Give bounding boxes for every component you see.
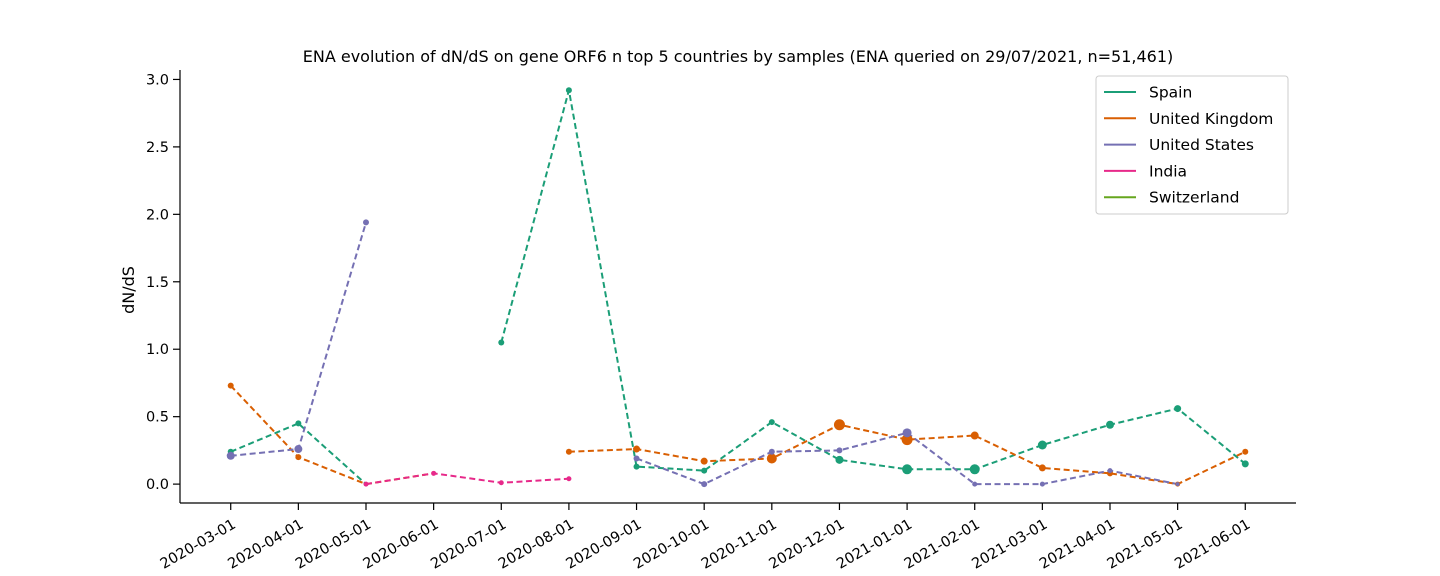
- united-kingdom-point: [227, 382, 234, 389]
- x-tick-label: 2020-04-01: [225, 517, 306, 573]
- united-states-point: [1039, 481, 1045, 487]
- y-tick-label: 3.0: [146, 72, 169, 88]
- united-kingdom-point: [700, 457, 708, 465]
- india-line: [365, 472, 569, 486]
- spain-point: [498, 339, 505, 346]
- y-tick-label: 2.5: [146, 140, 169, 156]
- legend-label-spain: Spain: [1149, 84, 1192, 102]
- united-kingdom-line: [568, 423, 1246, 486]
- united-kingdom-point: [565, 448, 572, 455]
- series-lines: [230, 89, 1246, 486]
- legend-label-united-kingdom: United Kingdom: [1149, 110, 1273, 128]
- x-tick-label: 2021-06-01: [1172, 517, 1253, 573]
- united-states-point: [836, 447, 843, 454]
- y-tick-label: 0.5: [146, 410, 169, 426]
- spain-point: [1241, 460, 1249, 468]
- spain-point: [969, 464, 980, 475]
- united-states-point: [363, 219, 369, 226]
- united-kingdom-point: [833, 419, 845, 431]
- x-tick-label: 2020-10-01: [631, 517, 712, 573]
- united-kingdom-point: [295, 454, 302, 461]
- united-states-point: [226, 451, 235, 460]
- legend-label-switzerland: Switzerland: [1149, 189, 1239, 207]
- x-tick-label: 2020-07-01: [428, 517, 509, 573]
- x-tick-label: 2021-03-01: [969, 517, 1050, 573]
- united-kingdom-point: [901, 434, 913, 446]
- y-tick-label: 1.5: [146, 275, 169, 291]
- legend-box: [1095, 75, 1289, 215]
- united-kingdom-point: [1038, 464, 1046, 472]
- x-tick-label: 2020-06-01: [361, 517, 442, 573]
- spain-line: [230, 422, 367, 485]
- chart-title: ENA evolution of dN/dS on gene ORF6 n to…: [303, 47, 1174, 66]
- united-states-line: [636, 431, 1178, 486]
- y-axis-label: dN/dS: [119, 266, 138, 314]
- x-tick-label: 2020-05-01: [293, 517, 374, 573]
- x-tick-label: 2020-09-01: [564, 517, 645, 573]
- y-tick-label: 0.0: [146, 477, 169, 493]
- united-states-point: [768, 448, 775, 455]
- spain-point: [633, 463, 640, 470]
- united-states-point: [902, 428, 912, 438]
- x-tick-label: 2020-03-01: [158, 517, 239, 573]
- spain-point: [701, 467, 708, 474]
- spain-point: [1106, 420, 1114, 429]
- spain-point: [835, 455, 844, 464]
- united-states-point: [294, 445, 303, 454]
- x-tick-label: 2020-12-01: [766, 517, 847, 573]
- united-kingdom-point: [1242, 448, 1249, 455]
- y-tick-label: 2.0: [146, 207, 169, 223]
- united-kingdom-point: [633, 445, 641, 453]
- series-markers: [226, 87, 1249, 488]
- spain-point: [295, 420, 302, 427]
- india-point: [363, 481, 369, 487]
- x-tick-label: 2021-02-01: [902, 517, 983, 573]
- united-states-point: [633, 455, 640, 462]
- spain-point: [1037, 440, 1047, 450]
- united-states-point: [701, 481, 708, 488]
- spain-point: [902, 464, 913, 475]
- legend-label-india: India: [1149, 162, 1187, 180]
- x-tick-label: 2020-11-01: [699, 517, 780, 573]
- united-states-point: [1107, 468, 1113, 474]
- x-tick-label: 2020-08-01: [496, 517, 577, 573]
- india-point: [498, 480, 504, 486]
- india-point: [566, 476, 572, 482]
- india-point: [431, 470, 437, 476]
- x-tick-label: 2021-04-01: [1037, 517, 1118, 573]
- spain-point: [1174, 405, 1182, 413]
- spain-point: [768, 419, 775, 426]
- united-kingdom-point: [766, 453, 777, 464]
- y-tick-label: 1.0: [146, 342, 169, 358]
- united-states-point: [972, 481, 978, 487]
- united-kingdom-line: [230, 384, 434, 486]
- spain-point: [565, 87, 572, 94]
- legend-label-united-states: United States: [1149, 136, 1254, 154]
- united-kingdom-point: [970, 431, 979, 440]
- united-states-point: [1175, 482, 1180, 487]
- spain-line: [500, 89, 1246, 472]
- legend: Spain United Kingdom United States India Swi…: [1095, 75, 1289, 215]
- x-tick-label: 2021-01-01: [834, 517, 915, 573]
- x-tick-label: 2021-05-01: [1105, 517, 1186, 573]
